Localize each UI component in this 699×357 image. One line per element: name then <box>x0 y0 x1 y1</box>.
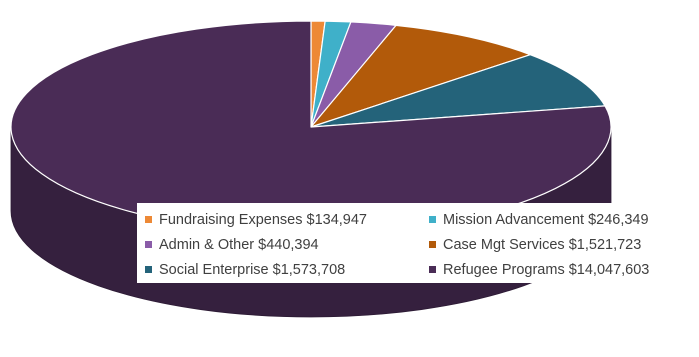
legend-item-fundraising: Fundraising Expenses $134,947 <box>145 212 429 228</box>
legend-value: $1,573,708 <box>272 261 346 278</box>
pie-top <box>10 20 612 234</box>
legend-label: Admin & Other <box>159 236 255 253</box>
legend-swatch <box>145 266 152 273</box>
legend-item-admin: Admin & Other $440,394 <box>145 237 429 253</box>
pie-slice-refugee-programs <box>10 20 612 234</box>
legend-swatch <box>429 241 436 248</box>
legend-value: $134,947 <box>306 211 367 228</box>
legend-swatch <box>429 216 436 223</box>
legend-item-case-mgt: Case Mgt Services $1,521,723 <box>429 237 691 253</box>
legend-label: Case Mgt Services <box>443 236 565 253</box>
legend-swatch <box>145 241 152 248</box>
legend-label: Refugee Programs <box>443 261 565 278</box>
legend-label: Mission Advancement <box>443 211 585 228</box>
legend-value: $440,394 <box>258 236 319 253</box>
legend-label: Fundraising Expenses <box>159 211 303 228</box>
chart-legend: Fundraising Expenses $134,947 Mission Ad… <box>137 203 693 283</box>
legend-swatch <box>429 266 436 273</box>
legend-item-mission: Mission Advancement $246,349 <box>429 212 691 228</box>
legend-swatch <box>145 216 152 223</box>
legend-label: Social Enterprise <box>159 261 269 278</box>
legend-value: $246,349 <box>588 211 649 228</box>
legend-item-social: Social Enterprise $1,573,708 <box>145 262 429 278</box>
legend-item-refugee: Refugee Programs $14,047,603 <box>429 262 691 278</box>
legend-value: $1,521,723 <box>568 236 642 253</box>
pie-slice-case-mgt-services <box>310 24 531 128</box>
pie-slice-social-enterprise <box>310 54 606 128</box>
legend-value: $14,047,603 <box>568 261 650 278</box>
